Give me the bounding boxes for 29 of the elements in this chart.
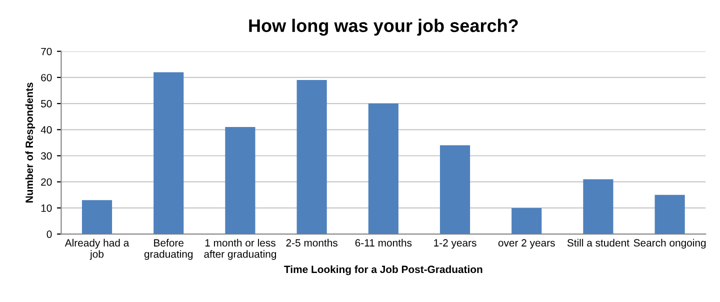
chart-title: How long was your job search? bbox=[249, 18, 518, 36]
bar bbox=[296, 80, 327, 234]
y-tick-label: 40 bbox=[40, 126, 52, 134]
y-tick-label: 50 bbox=[41, 100, 52, 108]
y-axis-title: Number of Respondents bbox=[25, 82, 36, 202]
bar bbox=[368, 104, 398, 234]
bar bbox=[225, 127, 256, 234]
x-tick-label: 1 month or less after graduating bbox=[204, 238, 276, 260]
y-tick-label: 70 bbox=[41, 48, 52, 56]
x-tick-label: over 2 years bbox=[498, 239, 555, 249]
y-tick-label: 20 bbox=[41, 178, 52, 186]
bar bbox=[154, 72, 184, 234]
x-tick-label: Already had a job bbox=[64, 238, 130, 260]
y-tick-label: 60 bbox=[41, 74, 52, 82]
y-tick-label: 0 bbox=[46, 230, 52, 238]
bar bbox=[583, 179, 614, 234]
bar bbox=[82, 200, 112, 234]
bar bbox=[654, 194, 685, 234]
x-tick-label: Still a student bbox=[567, 238, 630, 247]
bar bbox=[512, 208, 542, 234]
x-tick-label: Before graduating bbox=[144, 238, 193, 260]
y-tick-label: 30 bbox=[40, 152, 52, 160]
x-tick-label: Search ongoing bbox=[634, 238, 706, 249]
x-tick-label: 2-5 months bbox=[286, 238, 338, 247]
x-tick-label: 1-2 years bbox=[434, 239, 476, 249]
y-tick-label: 10 bbox=[41, 204, 52, 212]
x-tick-label: 6-11 months bbox=[355, 238, 412, 247]
bar bbox=[440, 145, 470, 234]
x-axis-title: Time Looking for a Job Post-Graduation bbox=[284, 265, 482, 276]
